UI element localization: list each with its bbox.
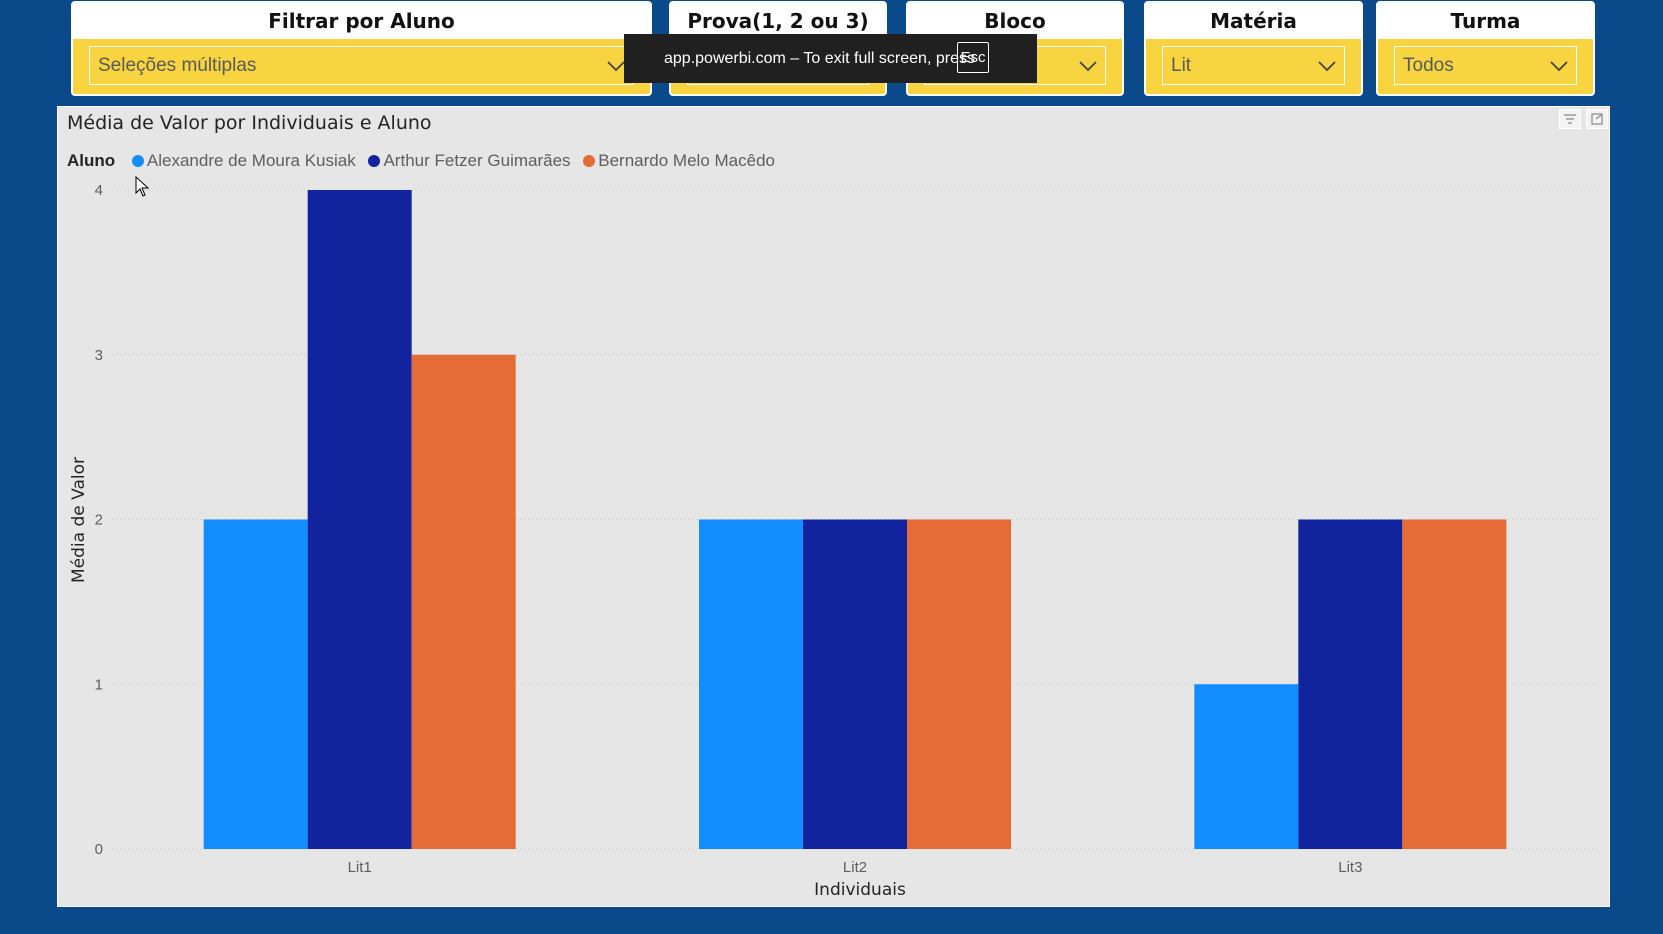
bar[interactable] [803,519,907,850]
filter-icon[interactable] [1559,109,1581,129]
slicer-title: Turma [1378,3,1593,39]
aluno-dropdown[interactable]: Seleções múltiplas [89,46,634,85]
slicer-materia: Matéria Lit [1144,1,1363,96]
bar[interactable] [1298,519,1403,850]
focus-mode-icon[interactable] [1586,109,1608,129]
y-tick-label: 2 [95,512,103,529]
legend-dot [131,155,144,167]
bar[interactable] [699,519,803,850]
chart-legend: Aluno Alexandre de Moura Kusiak Arthur F… [67,151,783,171]
turma-dropdown[interactable]: Todos [1394,46,1577,85]
bar[interactable] [907,519,1011,850]
legend-item[interactable]: Alexandre de Moura Kusiak [131,151,356,170]
chevron-down-icon [607,61,625,72]
legend-label: Bernardo Melo Macêdo [598,151,775,170]
legend-title: Aluno [67,151,116,170]
slicer-title: Filtrar por Aluno [73,3,650,39]
y-tick-label: 0 [95,841,103,858]
chart-card: Média de Valor por Individuais e Aluno A… [57,106,1610,907]
legend-dot [583,155,596,167]
fullscreen-toast: app.powerbi.com – To exit full screen, p… [624,34,1037,83]
dropdown-value: Seleções múltiplas [98,55,257,76]
x-tick-label: Lit2 [843,859,867,876]
legend-dot [368,155,381,167]
x-tick-label: Lit3 [1338,859,1362,876]
chevron-down-icon [1550,61,1568,72]
y-tick-label: 1 [95,676,103,693]
slicer-aluno: Filtrar por Aluno Seleções múltiplas [71,1,652,96]
x-tick-label: Lit1 [348,859,372,876]
dropdown-value: Todos [1403,55,1454,76]
chevron-down-icon [1318,61,1336,72]
materia-dropdown[interactable]: Lit [1162,46,1345,85]
bar[interactable] [307,190,412,849]
legend-label: Arthur Fetzer Guimarães [383,151,571,170]
mouse-pointer-icon [135,176,150,197]
legend-item[interactable]: Arthur Fetzer Guimarães [368,151,571,170]
slicer-title: Bloco [908,3,1122,39]
esc-key-badge: Esc [957,42,989,73]
slicer-turma: Turma Todos [1376,1,1595,96]
x-axis-label: Individuais [814,880,906,900]
y-tick-label: 3 [95,347,103,364]
legend-label: Alexandre de Moura Kusiak [146,151,356,170]
chart-title: Média de Valor por Individuais e Aluno [67,112,432,134]
bar[interactable] [1194,684,1299,849]
y-tick-label: 4 [95,182,103,199]
slicer-title: Matéria [1146,3,1361,39]
bar[interactable] [411,354,516,849]
legend-item[interactable]: Bernardo Melo Macêdo [583,151,775,170]
dropdown-value: Lit [1171,55,1192,76]
chart-plot: 0 1 2 3 4 Lit1 Lit2 Lit3 Média de Valor Individ… [69,182,1598,900]
toast-message: app.powerbi.com – To exit full screen, p… [664,50,975,67]
bar[interactable] [1402,519,1507,850]
chevron-down-icon [1079,61,1097,72]
bar[interactable] [203,519,308,850]
slicer-title: Prova(1, 2 ou 3) [671,3,885,39]
y-axis-label: Média de Valor [69,457,89,583]
